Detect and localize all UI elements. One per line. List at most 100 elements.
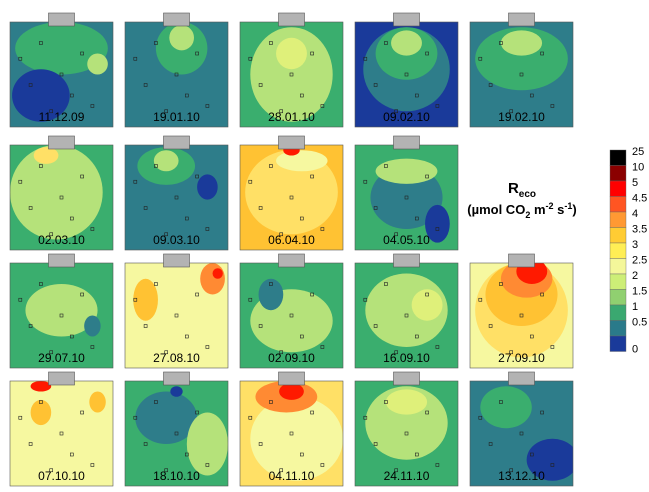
- contour-region: [186, 412, 228, 476]
- sample-point: [279, 109, 284, 114]
- sample-point: [279, 468, 284, 473]
- sample-point: [425, 174, 429, 179]
- panel-date: 04.05.10: [383, 233, 430, 247]
- panel-date: 02.03.10: [38, 233, 85, 247]
- colorbar-cell: [609, 149, 627, 166]
- sample-point: [373, 83, 378, 87]
- sample-point: [28, 442, 33, 446]
- contour-region: [89, 391, 106, 413]
- chamber-tab: [278, 12, 305, 27]
- contour-region: [425, 204, 450, 243]
- unit-text: m: [530, 202, 545, 217]
- sample-point: [499, 41, 503, 45]
- unit-sub: 2: [525, 210, 530, 220]
- sample-point: [154, 164, 158, 168]
- colorbar-cell: [609, 165, 627, 182]
- contour-field: [10, 263, 113, 368]
- colorbar-label: 4.5: [632, 193, 647, 205]
- sample-point: [320, 104, 325, 108]
- sample-point: [90, 345, 95, 349]
- sample-point: [488, 442, 493, 446]
- sample-point: [164, 232, 168, 237]
- panel-date: 07.10.10: [38, 469, 85, 483]
- sample-point: [269, 400, 273, 404]
- contour-panel: 09.03.10: [124, 135, 229, 251]
- contour-field: [355, 381, 458, 486]
- sample-point: [59, 72, 64, 77]
- sample-point: [404, 72, 409, 77]
- contour-panel: 19.02.10: [469, 12, 574, 128]
- sample-point: [373, 324, 378, 328]
- sample-point: [425, 292, 429, 297]
- unit-sup: -1: [564, 201, 572, 211]
- panel-date: 02.09.10: [268, 351, 315, 365]
- sample-point: [289, 195, 294, 200]
- contour-field: [355, 22, 458, 127]
- unit-text: s: [554, 202, 565, 217]
- contour-field: [355, 263, 458, 368]
- sample-point: [279, 350, 284, 355]
- sample-point: [70, 93, 74, 98]
- sample-point: [59, 195, 64, 200]
- sample-point: [80, 410, 84, 415]
- unit-sup: -2: [546, 201, 554, 211]
- sample-point: [550, 345, 555, 349]
- sample-point: [205, 104, 210, 108]
- sample-point: [404, 313, 409, 318]
- contour-region: [250, 27, 333, 122]
- sample-point: [540, 51, 544, 56]
- sample-point: [80, 174, 84, 179]
- sample-point: [404, 195, 409, 200]
- unit-text: (µmol CO: [467, 202, 525, 217]
- panel-date: 16.09.10: [383, 351, 430, 365]
- legend-unit: (µmol CO2 m-2 s-1): [467, 201, 576, 220]
- sample-point: [529, 334, 534, 339]
- contour-panel: 27.09.10: [469, 253, 574, 369]
- sample-point: [59, 431, 64, 436]
- sample-point: [248, 56, 253, 61]
- sample-point: [310, 174, 314, 179]
- sample-point: [299, 334, 304, 339]
- contour-region: [200, 263, 225, 295]
- colorbar-cell: [609, 335, 627, 352]
- contour-panel: 07.10.10: [9, 371, 114, 487]
- contour-region: [30, 381, 52, 392]
- colorbar-label: 25: [632, 146, 644, 158]
- chamber-tab: [163, 135, 190, 150]
- contour-field: [240, 22, 343, 127]
- panel-date: 13.12.10: [498, 469, 545, 483]
- sample-point: [133, 179, 138, 184]
- sample-point: [425, 51, 429, 56]
- contour-region: [12, 69, 70, 122]
- chamber-tab: [278, 371, 305, 386]
- contour-field: [125, 381, 228, 486]
- sample-point: [39, 164, 43, 168]
- sample-point: [540, 410, 544, 415]
- chamber-tab: [163, 253, 190, 268]
- sample-point: [478, 415, 483, 420]
- chamber-tab: [393, 135, 420, 150]
- contour-panel: 28.01.10: [239, 12, 344, 128]
- chamber-tab: [278, 135, 305, 150]
- contour-region: [84, 315, 101, 337]
- contour-region: [87, 53, 108, 75]
- sample-point: [90, 463, 95, 467]
- sample-point: [164, 109, 168, 114]
- contour-region: [385, 389, 428, 415]
- colorbar-cell: [609, 180, 627, 197]
- sample-point: [185, 216, 189, 221]
- contour-region: [250, 396, 343, 481]
- contour-region: [411, 289, 443, 321]
- colorbar-label: 0.5: [632, 317, 647, 329]
- contour-region: [212, 268, 223, 279]
- contour-field: [355, 145, 458, 250]
- contour-region: [133, 278, 158, 321]
- chamber-tab: [393, 253, 420, 268]
- sample-point: [59, 313, 64, 318]
- chamber-tab: [508, 371, 535, 386]
- legend-title-sub: eco: [519, 189, 536, 200]
- contour-field: [10, 22, 113, 127]
- contour-field: [125, 263, 228, 368]
- contour-field: [470, 22, 573, 127]
- sample-point: [174, 313, 179, 318]
